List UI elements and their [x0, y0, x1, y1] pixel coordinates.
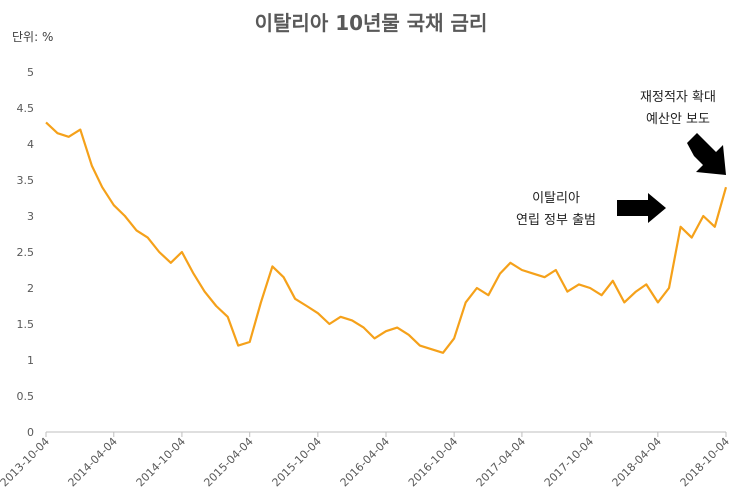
x-tick-label: 2016-10-04	[406, 435, 460, 489]
y-tick-label: 4.5	[17, 102, 35, 115]
x-tick-label: 2014-10-04	[134, 435, 188, 489]
x-tick-label: 2014-04-04	[65, 435, 119, 489]
annotation-coalition-line2: 연립 정부 출범	[516, 213, 596, 228]
y-tick-label: 4	[27, 138, 34, 151]
y-tick-label: 1.5	[17, 318, 35, 331]
y-tick-label: 3.5	[17, 174, 35, 187]
y-axis: 0 0.5 1 1.5 2 2.5 3 3.5 4 4.5 5	[17, 66, 35, 439]
x-tick-label: 2017-10-04	[542, 435, 596, 489]
x-tick-label: 2016-04-04	[338, 435, 392, 489]
x-tick-label: 2017-04-04	[474, 435, 528, 489]
chart-title: 이탈리아 10년물 국채 금리	[255, 11, 488, 35]
x-tick-label: 2015-04-04	[201, 435, 255, 489]
annotation-budget-line2: 예산안 보도	[646, 112, 710, 127]
y-tick-label: 2.5	[17, 246, 35, 259]
x-tick-label: 2013-10-04	[0, 435, 52, 489]
y-tick-label: 2	[27, 282, 34, 295]
annotation-coalition-line1: 이탈리아	[532, 191, 580, 206]
arrow-down-right-icon	[687, 133, 726, 175]
annotation-budget-line1: 재정적자 확대	[640, 90, 716, 105]
series-line	[45, 121, 728, 354]
x-tick-label: 2015-10-04	[270, 435, 324, 489]
x-tick-label: 2018-10-04	[678, 435, 732, 489]
y-tick-label: 1	[27, 354, 34, 367]
x-axis: 2013-10-04 2014-04-04 2014-10-04 2015-04-04…	[0, 432, 732, 489]
arrow-right-icon	[617, 193, 666, 223]
y-tick-label: 5	[27, 66, 34, 79]
x-tick-label: 2018-04-04	[610, 435, 664, 489]
unit-label: 단위: %	[12, 30, 53, 44]
y-tick-label: 0	[27, 426, 34, 439]
y-tick-label: 0.5	[17, 390, 35, 403]
y-tick-label: 3	[27, 210, 34, 223]
